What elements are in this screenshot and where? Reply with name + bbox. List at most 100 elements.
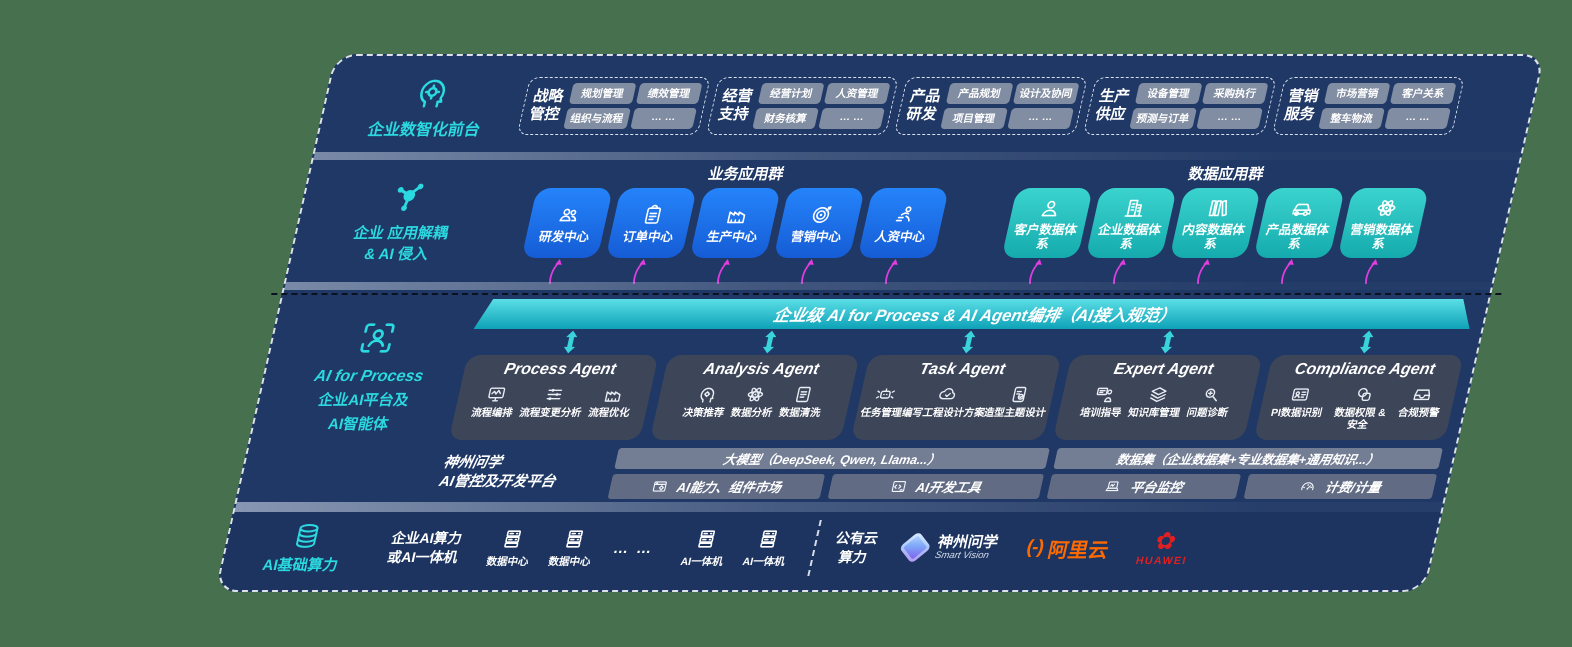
data-group-title: 数据应用群 (1186, 166, 1266, 183)
training-icon (1092, 384, 1118, 405)
band-divider (313, 152, 1522, 160)
datacenter-node: 数据中心 (547, 527, 598, 569)
app-box-hr-center: 人资中心 (857, 188, 950, 258)
app-column: 人资中心 (852, 188, 950, 284)
front-group-product: 产品 研发 产品规划 设计及协同 项目管理 … … (893, 77, 1088, 135)
expert-agent-card: Expert Agent 培训指导 知识库管理 (1052, 355, 1263, 440)
app-label: 客户数据体系 (1012, 222, 1079, 251)
laptop-icon (1103, 478, 1124, 495)
group-name-line: 经营 (720, 88, 755, 106)
ai-flow-arrow-icon (885, 259, 898, 284)
person-icon (1036, 196, 1065, 220)
doc-icon (791, 384, 817, 405)
compliance-agent-card: Compliance Agent PI数据识别 数据权限 & 安全 (1253, 355, 1464, 440)
app-label: 订单中心 (621, 229, 675, 244)
ai-band-title-en: AI for Process (312, 368, 426, 385)
ai-appliance-node: AI一体机 (741, 527, 792, 569)
platform-row: 神州问学 AI管控及开发平台 大模型（DeepSeek, Qwen, Llama… (436, 447, 1444, 499)
cloud-icon (935, 384, 961, 405)
dataset-panel-header: 数据集（企业数据集+专业数据集+通用知识...） (1053, 447, 1444, 469)
capability-chip: 客户关系 (1389, 83, 1457, 104)
agent-capability: 流程编排 (470, 384, 519, 420)
building-icon (1120, 196, 1149, 220)
id-card-icon (1288, 384, 1314, 405)
app-box-customer-data: 客户数据体系 (1001, 188, 1094, 258)
front-groups: 战略 管控 规划管理 绩效管理 组织与流程 … … 经营 支持 (514, 62, 1530, 150)
front-band-label: 企业数智化前台 (326, 62, 534, 150)
band-divider (234, 502, 1443, 512)
ai-boundary-dashed-line (271, 293, 1502, 295)
group-name-line: 营销 (1286, 88, 1321, 106)
capability-chip: 产品规划 (945, 83, 1014, 104)
app-column: 客户数据体系 (996, 188, 1094, 284)
double-arrow-icon (961, 330, 976, 354)
monitor-wave-icon (483, 384, 509, 405)
atom-icon (1372, 196, 1401, 220)
people-run-icon (890, 203, 919, 227)
group-name-line: 战略 (531, 88, 566, 106)
agent-capability: 培训指导 (1078, 384, 1127, 420)
devtools-icon (888, 478, 909, 495)
double-arrow-icon (1161, 330, 1175, 354)
capability-chip: 整车物流 (1318, 108, 1385, 129)
agent-capability: 任务管理 (859, 384, 907, 420)
platform-label-line: 神州问学 (441, 454, 504, 471)
app-column: 营销数据体系 (1332, 188, 1430, 284)
enterprise-capacity-label: 企业AI算力 或AI一体机 (385, 530, 464, 565)
ai-appliance-node: AI一体机 (679, 527, 730, 569)
front-office-band: 企业数智化前台 战略 管控 规划管理 绩效管理 组织与流程 … … (315, 56, 1542, 152)
platform-label: 神州问学 AI管控及开发平台 (436, 448, 611, 499)
books-icon (1204, 196, 1233, 220)
bot-icon (872, 384, 898, 405)
ai-flow-arrow-icon (1365, 259, 1378, 284)
group-name-line: 生产 (1097, 88, 1132, 106)
model-panel: 大模型（DeepSeek, Qwen, Llama...） AI能力、组件市场 … (607, 447, 1051, 499)
orchestration-bar: 企业级 AI for Process & AI Agent编排（AI接入规范） (474, 299, 1477, 329)
huawei-logo: ✿ HUAWEI (1134, 527, 1189, 567)
app-label: 内容数据体系 (1180, 222, 1247, 251)
app-label: 生产中心 (705, 229, 759, 244)
agent-title: Compliance Agent (1293, 361, 1437, 378)
compute-band-title: AI基础算力 (260, 557, 340, 574)
capability-chip: … … (1384, 108, 1451, 129)
model-panel-header: 大模型（DeepSeek, Qwen, Llama...） (614, 447, 1051, 469)
app-label: 研发中心 (537, 229, 591, 244)
app-box-marketing-data: 营销数据体系 (1337, 188, 1430, 258)
decouple-title-line: 企业 应用解耦 (351, 225, 450, 243)
front-group-marketing: 营销 服务 市场营销 客户关系 整车物流 … … (1271, 77, 1465, 135)
app-label: 人资中心 (873, 229, 927, 244)
server-icon (692, 527, 721, 551)
agent-capability: 编写工程设计方案 (901, 384, 988, 420)
agent-capability: 造型主题设计 (983, 384, 1050, 420)
ai-flow-arrow-icon (1197, 259, 1210, 284)
database-icon (288, 521, 325, 551)
team-icon (554, 203, 583, 227)
ai-band-title-cn: 企业AI平台及 (316, 392, 411, 409)
server-icon (754, 527, 783, 551)
agent-title: Process Agent (502, 361, 618, 378)
agent-capability: 数据权限 & 安全 (1325, 384, 1398, 432)
app-box-content-data: 内容数据体系 (1169, 188, 1262, 258)
capability-chip: 市场营销 (1323, 83, 1391, 104)
agent-title: Expert Agent (1112, 361, 1216, 378)
decouple-title-line: & AI 侵入 (362, 246, 430, 263)
app-column: 产品数据体系 (1248, 188, 1346, 284)
front-group-supply: 生产 供应 设备管理 采购执行 预测与订单 … … (1082, 77, 1277, 135)
server-icon (560, 527, 589, 551)
atom-icon (743, 384, 769, 405)
app-box-marketing-center: 营销中心 (773, 188, 866, 258)
diagnose-icon (1199, 384, 1225, 405)
app-label: 营销中心 (789, 229, 843, 244)
app-column: 生产中心 (684, 188, 782, 284)
node-ellipsis: … … (611, 539, 656, 557)
business-group-title: 业务应用群 (706, 166, 786, 183)
capability-chip: … … (818, 108, 885, 129)
decouple-band-label: 企业 应用解耦 & AI 侵入 (296, 162, 511, 282)
ai-band-label: AI for Process 企业AI平台及 AI智能体 (247, 290, 482, 502)
panel-cell-billing: 计费/计量 (1243, 473, 1438, 499)
agent-capability: PI数据识别 (1270, 384, 1329, 420)
app-box-order-center: 订单中心 (605, 188, 698, 258)
agents-row: Process Agent 流程编排 流程变更分析 (448, 355, 1464, 440)
business-app-group: 业务应用群 研发中心 订单中心 (518, 162, 953, 284)
